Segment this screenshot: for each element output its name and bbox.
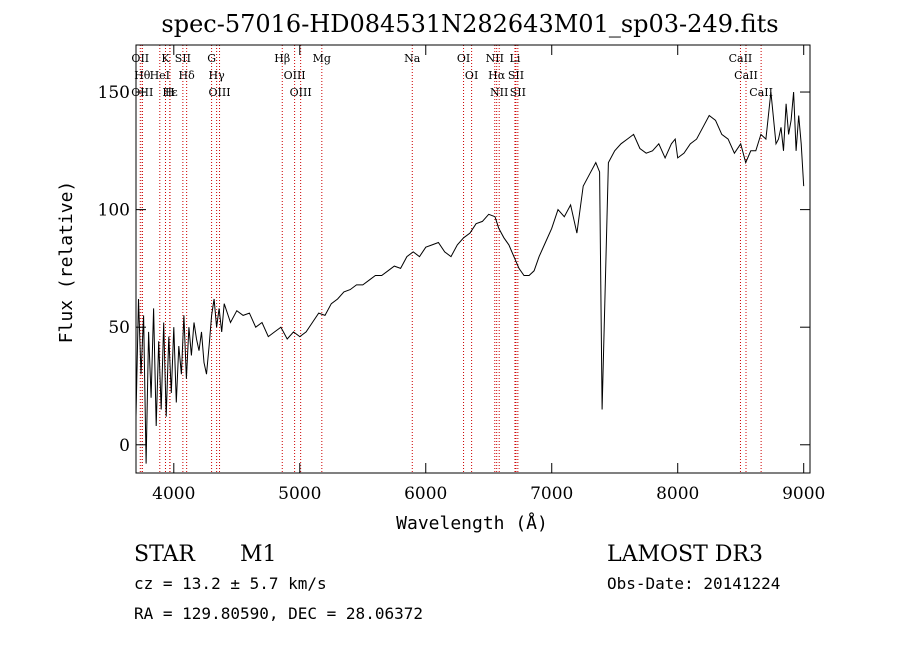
line-marker-label-10: Hγ (209, 69, 226, 82)
x-tick-label-3: 7000 (530, 484, 573, 504)
line-marker-label-24: SII (510, 86, 526, 99)
x-tick-label-5: 9000 (782, 484, 825, 504)
line-marker-label-16: Na (404, 52, 421, 65)
ra-dec: RA = 129.80590, DEC = 28.06372 (134, 604, 423, 623)
line-marker-label-9: G (207, 52, 216, 65)
y-tick-label-1: 50 (108, 318, 130, 338)
line-marker-label-26: CaII (734, 69, 758, 82)
line-marker-label-8: Hδ (179, 69, 196, 82)
x-tick-label-4: 8000 (656, 484, 699, 504)
y-axis-ticks: 0 50 100 150 (98, 83, 810, 456)
line-marker-label-7: SII (175, 52, 191, 65)
line-marker-label-13: OIII (284, 69, 306, 82)
x-tick-label-0: 4000 (152, 484, 195, 504)
line-marker-label-3: HeI (150, 69, 170, 82)
line-marker-label-20: Hα (488, 69, 506, 82)
plot-frame (135, 44, 811, 474)
line-marker-label-23: SII (508, 69, 524, 82)
x-tick-label-2: 6000 (404, 484, 447, 504)
x-tick-label-1: 5000 (278, 484, 321, 504)
line-marker-labels: OIIHθOIIIHeIKHHεSIIHδGHγOIIIHβOIIIOIIIMg… (131, 52, 773, 99)
line-marker-label-12: Hβ (274, 52, 290, 65)
line-marker-label-11: OIII (208, 86, 230, 99)
spectrum-series-line (135, 91, 805, 464)
object-subclass: M1 (240, 542, 277, 567)
line-marker-label-17: OI (457, 52, 470, 65)
y-tick-label-2: 100 (98, 201, 130, 221)
line-marker-label-21: NII (490, 86, 508, 99)
x-axis-ticks: 4000 5000 6000 7000 8000 9000 (152, 45, 825, 504)
y-axis-label: Flux (relative) (56, 181, 77, 344)
chart-title: spec-57016-HD084531N282643M01_sp03-249.f… (161, 10, 778, 38)
line-marker-label-1: OII (131, 52, 149, 65)
line-marker-label-27: CaII (749, 86, 773, 99)
survey-name: LAMOST DR3 (607, 542, 763, 567)
line-marker-label-4: K (161, 52, 170, 65)
line-marker-label-19: NII (486, 52, 504, 65)
line-marker-label-15: Mg (313, 52, 331, 65)
observation-date: Obs-Date: 20141224 (607, 574, 780, 593)
line-marker-label-18: OI (465, 69, 478, 82)
line-marker-label-0: Hθ (134, 69, 151, 82)
y-tick-label-0: 0 (119, 436, 130, 456)
object-class: STAR (134, 542, 196, 567)
line-marker-label-5: Hε (162, 86, 178, 99)
line-marker-label-25: CaII (729, 52, 753, 65)
line-marker-label-14: OIII (290, 86, 312, 99)
line-marker-label-6: H (165, 86, 175, 99)
y-tick-label-3: 150 (98, 83, 130, 103)
redshift-cz: cz = 13.2 ± 5.7 km/s (134, 574, 327, 593)
line-marker-label-22: Li (510, 52, 521, 65)
x-axis-label: Wavelength (Å) (396, 512, 548, 534)
line-markers (139, 45, 762, 473)
